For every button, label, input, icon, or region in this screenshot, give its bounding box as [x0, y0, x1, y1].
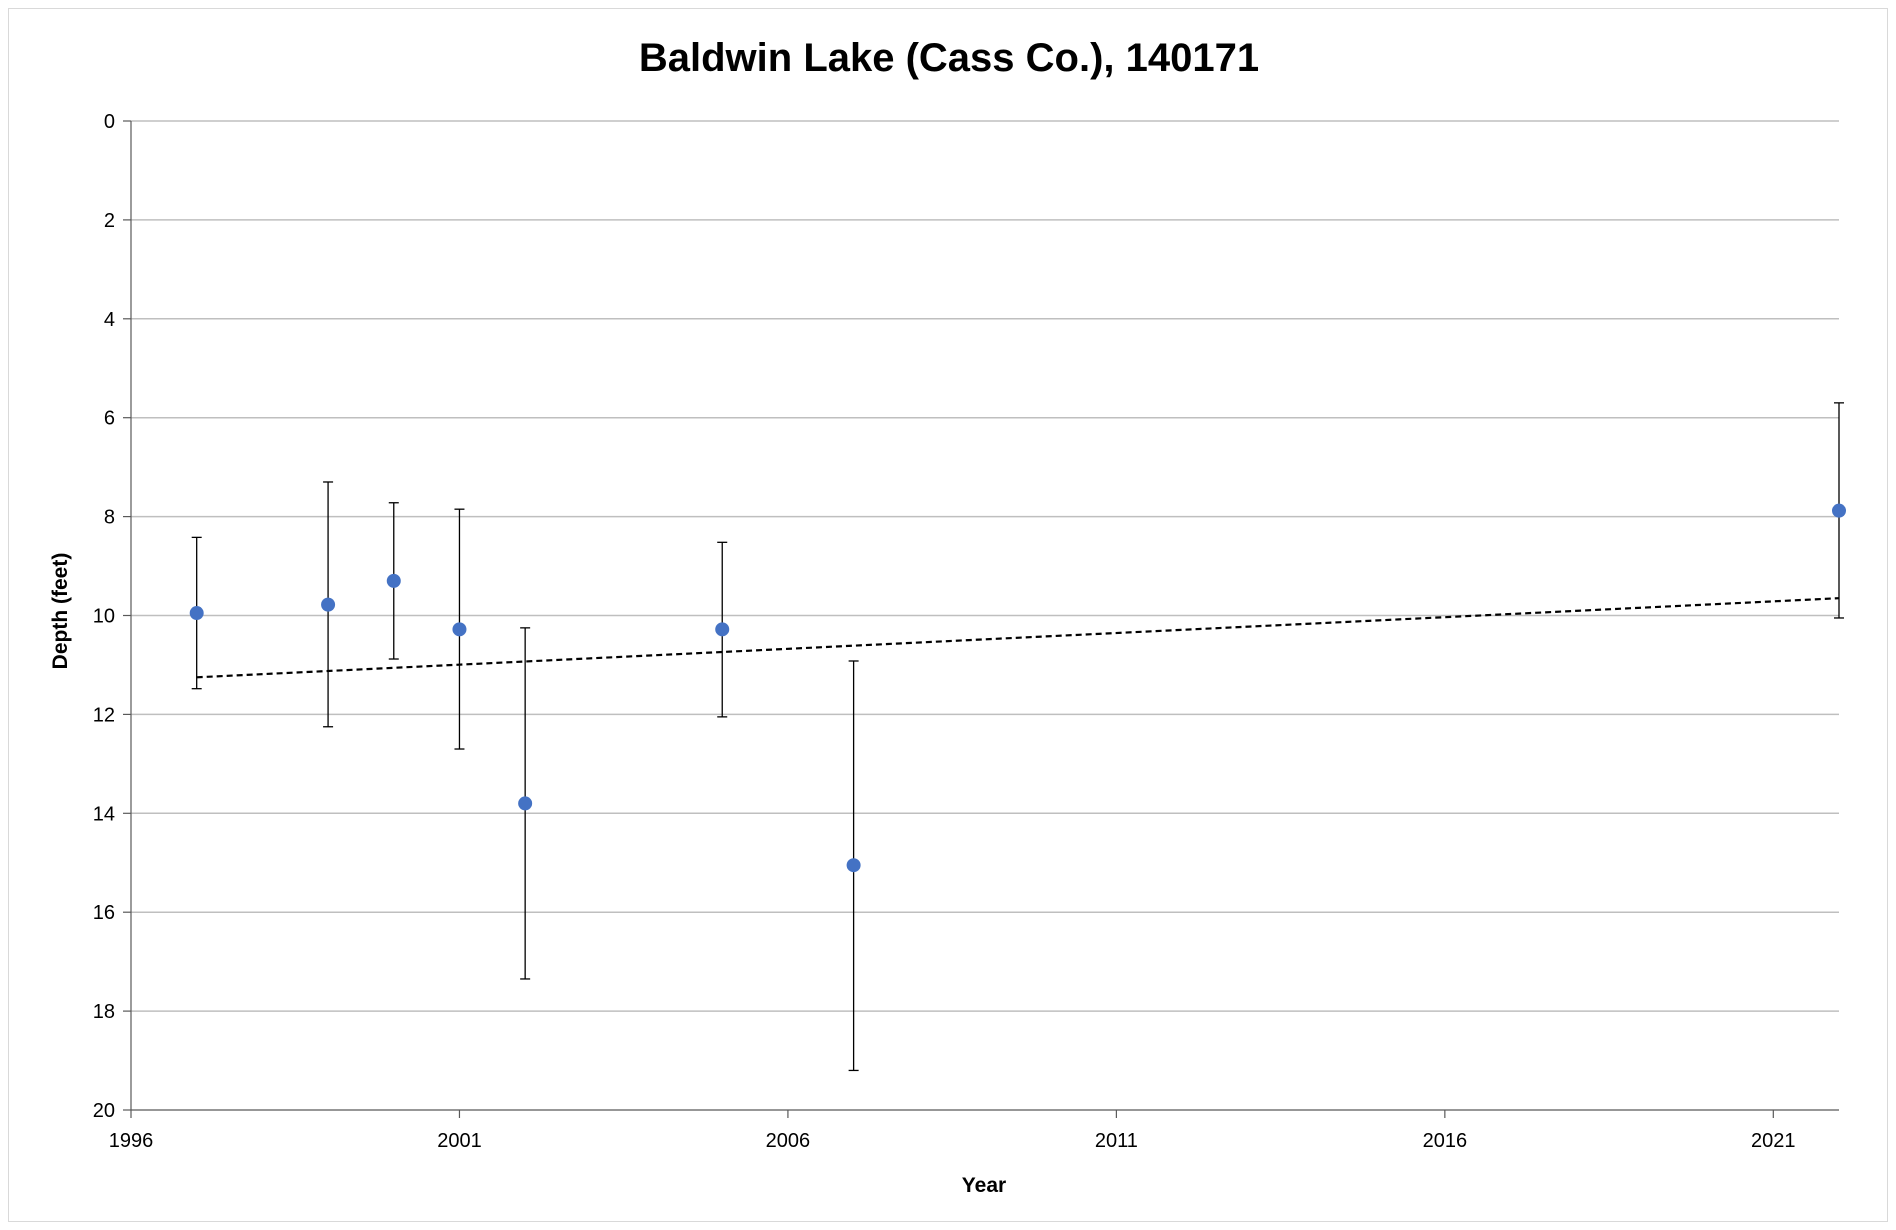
data-point	[321, 597, 336, 612]
data-point	[452, 622, 467, 637]
y-tick-label: 4	[104, 309, 115, 331]
y-tick-label: 6	[104, 408, 115, 430]
x-tick-label: 1996	[109, 1130, 154, 1152]
data-point	[1832, 503, 1846, 518]
x-tick-label: 2011	[1095, 1130, 1138, 1152]
y-tick-label: 20	[93, 1100, 115, 1122]
chart-frame: Baldwin Lake (Cass Co.), 140171 0 2 4 6 8 10 1…	[8, 8, 1888, 1222]
y-tick-label: 12	[93, 704, 115, 726]
x-tick-label: 2001	[437, 1130, 482, 1152]
axes	[123, 120, 1839, 1118]
depth-chart: Baldwin Lake (Cass Co.), 140171 0 2 4 6 8 10 1…	[49, 36, 1846, 1197]
y-tick-label: 10	[93, 606, 115, 628]
data-points	[189, 503, 1846, 873]
data-point	[518, 796, 533, 811]
data-point	[386, 573, 401, 588]
y-tick-label: 16	[93, 902, 115, 924]
x-tick-label: 2021	[1751, 1130, 1796, 1152]
y-axis-label: Depth (feet)	[49, 553, 72, 670]
y-tick-label: 8	[104, 507, 115, 529]
y-tick-label: 14	[93, 803, 115, 825]
trendline	[196, 597, 1840, 679]
data-point	[189, 606, 204, 621]
error-bars	[191, 402, 1844, 1072]
y-tick-label: 18	[93, 1001, 115, 1023]
y-tick-label: 0	[104, 111, 115, 133]
chart-title: Baldwin Lake (Cass Co.), 140171	[639, 36, 1259, 80]
trendline-layer	[196, 597, 1840, 679]
x-axis-label: Year	[962, 1174, 1006, 1197]
x-tick-label: 2006	[766, 1130, 811, 1152]
data-point	[715, 622, 730, 637]
x-tick-label: 2016	[1423, 1130, 1468, 1152]
y-tick-label: 2	[104, 210, 115, 232]
gridlines	[131, 120, 1839, 1012]
data-point	[846, 858, 861, 873]
tick-labels: 0 2 4 6 8 10 12 14 16 18 20 1996 2001 2006 2011 2016 202…	[93, 111, 1796, 1152]
